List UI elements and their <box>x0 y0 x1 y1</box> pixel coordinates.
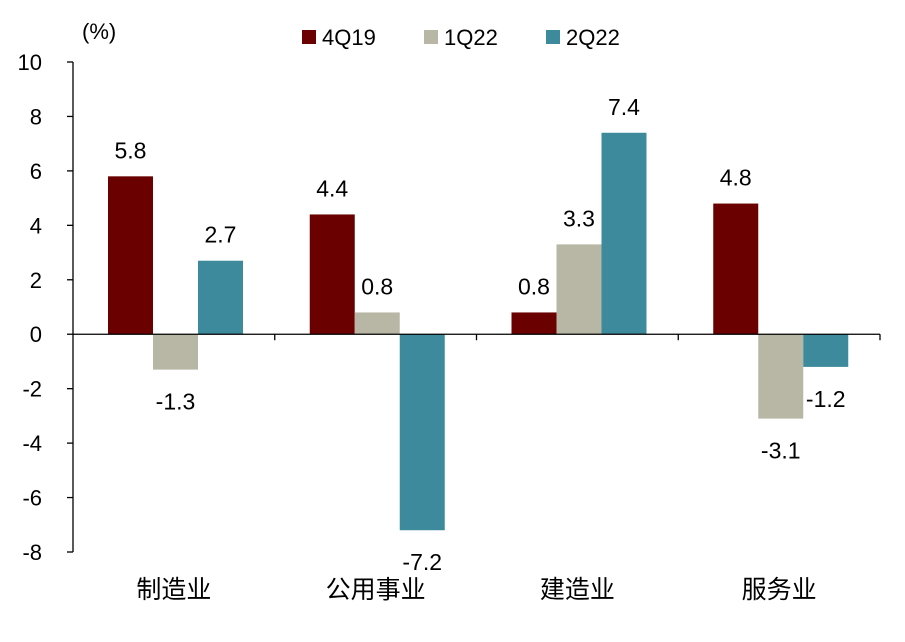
y-tick-label: 10 <box>18 50 42 75</box>
y-tick-label: 6 <box>30 159 42 184</box>
legend-label: 2Q22 <box>566 25 620 50</box>
bar-4Q19 <box>309 214 355 335</box>
bar-1Q22 <box>153 334 198 370</box>
legend-swatch-1Q22 <box>424 30 438 44</box>
bar-2Q22 <box>198 260 243 335</box>
bar-2Q22 <box>803 334 849 367</box>
data-label: 0.8 <box>518 273 550 299</box>
data-label: 4.4 <box>316 175 348 201</box>
data-label: 7.4 <box>608 94 640 120</box>
data-labels: 5.8 4.4 0.8 4.8 -1.3 0.8 3.3 -3.1 2.7 -7.2 7.4 -1.2 <box>115 94 846 575</box>
bar-4Q19 <box>713 203 759 335</box>
y-tick-label: -8 <box>22 540 42 565</box>
data-label: 2.7 <box>205 222 237 248</box>
legend-swatch-4Q19 <box>302 30 316 44</box>
legend-swatch-2Q22 <box>546 30 560 44</box>
data-label: 5.8 <box>115 137 147 163</box>
bar-4Q19 <box>108 176 153 335</box>
y-tick-label: 0 <box>30 322 42 347</box>
y-tick-label: -4 <box>22 431 42 456</box>
bar-4Q19 <box>511 312 557 335</box>
y-unit-label: (%) <box>82 19 116 44</box>
y-tick-label: 8 <box>30 104 42 129</box>
bar-2Q22 <box>601 132 647 335</box>
category-label: 建造业 <box>540 576 615 604</box>
data-label: -1.3 <box>156 389 196 415</box>
axes: -8 -6 -4 -2 0 2 4 6 8 10 制造业 公用事业 建造业 服务业 <box>18 50 881 604</box>
data-label: -7.2 <box>402 549 442 575</box>
legend-label: 1Q22 <box>444 25 498 50</box>
category-label: 制造业 <box>136 576 211 604</box>
bar-1Q22 <box>556 244 602 335</box>
legend-label: 4Q19 <box>322 25 376 50</box>
legend: 4Q19 1Q22 2Q22 <box>302 25 620 50</box>
data-label: 4.8 <box>720 165 752 191</box>
bar-1Q22 <box>354 312 400 335</box>
category-label: 公用事业 <box>326 576 426 604</box>
bar-1Q22 <box>758 334 804 419</box>
data-label: -3.1 <box>761 438 801 464</box>
data-label: 3.3 <box>563 205 595 231</box>
data-label: -1.2 <box>806 386 846 412</box>
category-label: 服务业 <box>742 576 817 604</box>
y-tick-label: -2 <box>22 377 42 402</box>
y-tick-label: 4 <box>30 213 42 238</box>
bar-2Q22 <box>399 334 445 531</box>
y-tick-label: 2 <box>30 268 42 293</box>
data-label: 0.8 <box>361 273 393 299</box>
bars <box>108 132 849 531</box>
y-tick-label: -6 <box>22 486 42 511</box>
